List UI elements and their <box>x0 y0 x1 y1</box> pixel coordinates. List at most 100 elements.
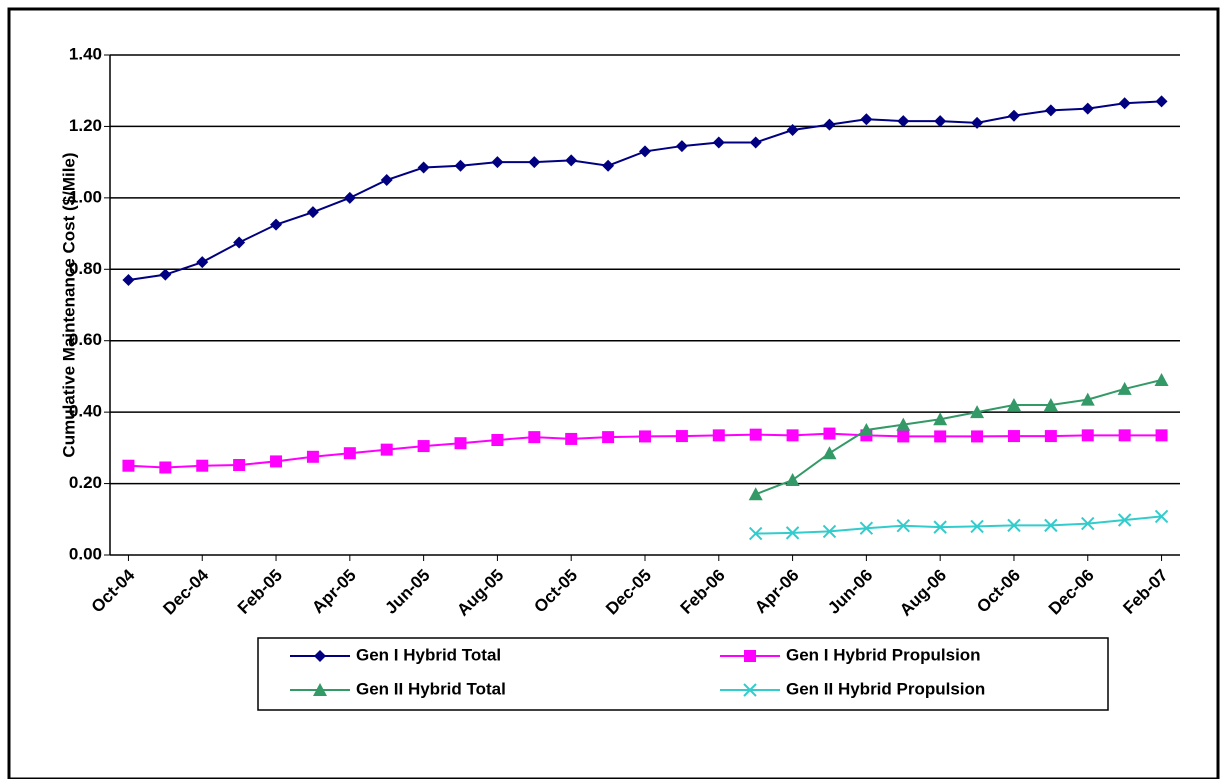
data-point <box>1117 513 1132 527</box>
data-point <box>1118 97 1131 110</box>
data-point <box>454 159 467 172</box>
data-point <box>748 487 763 501</box>
y-tick-label: 0.40 <box>69 402 102 421</box>
data-point <box>1080 392 1095 406</box>
legend-marker <box>313 683 327 696</box>
data-point <box>1155 429 1168 442</box>
data-point <box>675 430 688 443</box>
data-point <box>1044 104 1057 117</box>
data-point <box>712 136 725 149</box>
data-point <box>417 440 430 453</box>
data-point <box>1117 381 1132 395</box>
data-point <box>823 427 836 440</box>
legend-marker <box>743 683 757 697</box>
data-point <box>343 447 356 460</box>
data-point <box>786 124 799 136</box>
y-tick-label: 1.20 <box>69 116 102 135</box>
data-point <box>565 432 578 445</box>
data-point <box>270 218 283 231</box>
data-point <box>1154 509 1169 524</box>
data-point <box>859 521 874 535</box>
y-tick-label: 0.60 <box>69 330 102 349</box>
data-point <box>822 446 837 460</box>
data-point <box>159 268 172 281</box>
data-point <box>859 423 874 436</box>
legend-label: Gen I Hybrid Propulsion <box>786 645 981 664</box>
data-point <box>233 236 246 249</box>
data-point <box>897 430 910 443</box>
legend-label: Gen II Hybrid Total <box>356 679 506 698</box>
data-point <box>1081 429 1094 442</box>
data-point <box>380 443 393 456</box>
data-point <box>934 430 947 443</box>
y-axis-title: Cumulative Maintenance Cost ($/Mile) <box>59 152 78 457</box>
data-point <box>233 459 246 471</box>
data-point <box>565 154 578 167</box>
data-point <box>1007 430 1020 443</box>
data-point <box>159 461 172 474</box>
y-tick-label: 1.40 <box>69 44 102 63</box>
data-point <box>823 118 836 131</box>
y-tick-label: 1.00 <box>69 187 102 206</box>
data-point <box>639 430 651 443</box>
data-point <box>971 430 984 443</box>
data-point <box>934 115 947 128</box>
data-point <box>748 526 763 541</box>
legend-label: Gen II Hybrid Propulsion <box>786 679 985 698</box>
y-tick-label: 0.00 <box>69 544 102 563</box>
data-point <box>1043 398 1058 411</box>
data-point <box>1044 430 1057 443</box>
data-point <box>860 113 873 126</box>
data-point <box>122 274 135 286</box>
data-point <box>306 450 319 463</box>
legend-label: Gen I Hybrid Total <box>356 645 501 664</box>
data-point <box>1155 95 1168 108</box>
data-point <box>196 459 209 472</box>
data-point <box>380 174 393 186</box>
data-point <box>1118 429 1131 442</box>
data-point <box>1006 398 1021 411</box>
data-point <box>306 206 319 219</box>
data-point <box>749 428 762 441</box>
data-point <box>933 412 948 426</box>
data-point <box>785 473 800 486</box>
data-point <box>491 434 504 446</box>
data-point <box>749 136 762 149</box>
data-point <box>343 191 356 204</box>
data-point <box>1044 518 1058 533</box>
data-point <box>454 437 467 450</box>
data-point <box>675 140 688 153</box>
series-line <box>755 515 1162 535</box>
data-point <box>270 455 283 468</box>
data-point <box>786 429 799 442</box>
legend-marker <box>744 650 756 662</box>
data-point <box>970 519 984 534</box>
data-point <box>528 156 541 169</box>
data-point <box>602 431 615 444</box>
data-point <box>1081 102 1094 115</box>
data-point <box>896 519 910 533</box>
legend-marker <box>314 650 326 662</box>
y-tick-label: 0.20 <box>69 473 102 492</box>
data-point <box>822 524 837 539</box>
y-tick-label: 0.80 <box>69 259 102 278</box>
data-point <box>602 159 615 172</box>
data-point <box>1007 109 1020 122</box>
data-point <box>712 429 725 442</box>
data-point <box>1007 518 1021 533</box>
data-point <box>639 145 651 158</box>
data-point <box>1154 373 1169 386</box>
data-point <box>896 417 911 431</box>
data-point <box>1081 516 1095 531</box>
data-point <box>122 459 135 472</box>
data-point <box>970 405 985 419</box>
data-point <box>785 526 800 540</box>
data-point <box>491 156 504 169</box>
data-point <box>417 161 430 174</box>
data-point <box>971 116 984 129</box>
data-point <box>897 115 910 128</box>
data-point <box>196 256 209 269</box>
legend-box <box>257 637 1109 711</box>
data-point <box>933 520 947 534</box>
